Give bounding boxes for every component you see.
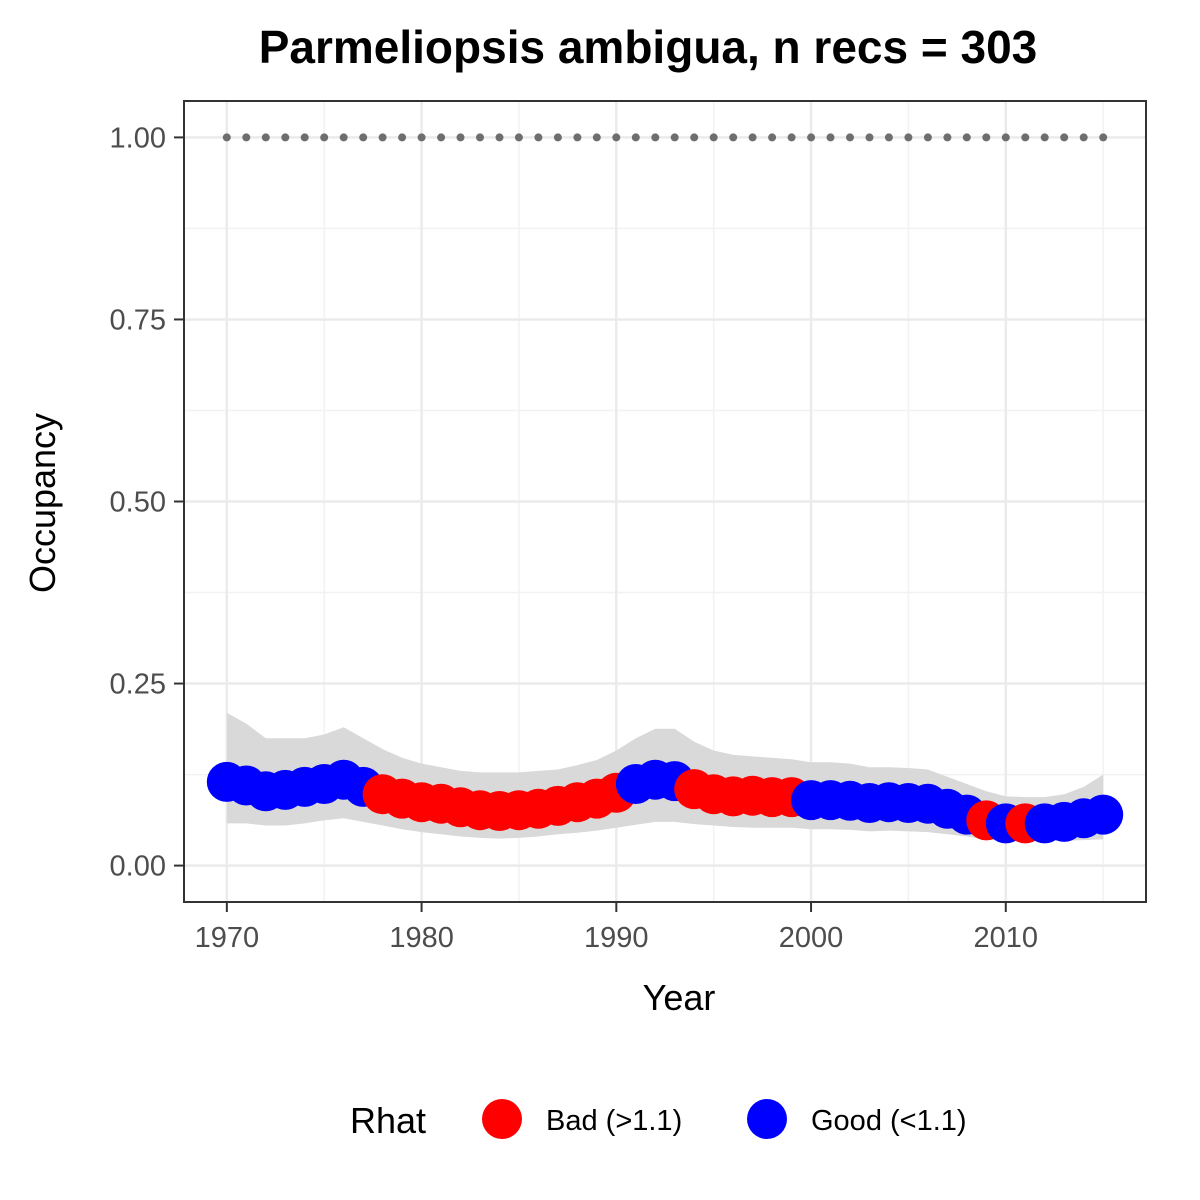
reference-dot bbox=[476, 133, 484, 142]
reference-dot bbox=[807, 133, 816, 142]
y-tick-label: 0.25 bbox=[110, 669, 166, 701]
y-axis-title: Occupancy bbox=[22, 413, 63, 593]
reference-dot bbox=[826, 133, 835, 142]
reference-dot bbox=[1060, 133, 1069, 142]
reference-dot bbox=[281, 133, 290, 142]
legend-key-good bbox=[747, 1099, 787, 1139]
chart-title: Parmeliopsis ambigua, n recs = 303 bbox=[259, 21, 1038, 73]
reference-dot bbox=[222, 133, 231, 142]
reference-dot bbox=[612, 133, 621, 142]
y-tick-label: 1.00 bbox=[110, 122, 166, 154]
x-tick-label: 2000 bbox=[779, 922, 844, 954]
reference-dot bbox=[359, 133, 368, 142]
reference-dot bbox=[437, 133, 446, 142]
reference-dot bbox=[670, 133, 679, 142]
reference-dot bbox=[748, 133, 757, 142]
reference-dot bbox=[651, 133, 660, 142]
x-axis-title: Year bbox=[643, 977, 716, 1018]
reference-dot bbox=[495, 133, 504, 142]
reference-dot bbox=[1079, 133, 1088, 142]
reference-dot bbox=[573, 133, 582, 142]
y-tick-label: 0.50 bbox=[110, 487, 166, 519]
reference-dot bbox=[1001, 133, 1010, 142]
legend-title: Rhat bbox=[350, 1100, 426, 1141]
reference-dot bbox=[261, 133, 270, 142]
x-tick-label: 1970 bbox=[195, 922, 260, 954]
reference-dot bbox=[417, 133, 426, 142]
reference-dot bbox=[962, 133, 971, 142]
reference-dot bbox=[904, 133, 913, 142]
y-axis: 0.00 0.25 0.50 0.75 1.00 bbox=[110, 122, 184, 883]
reference-dot bbox=[1040, 133, 1049, 142]
reference-dot bbox=[339, 133, 348, 142]
reference-dot bbox=[865, 133, 874, 142]
reference-dot bbox=[768, 133, 777, 142]
legend-label-bad: Bad (>1.1) bbox=[546, 1105, 682, 1137]
reference-dot bbox=[456, 133, 465, 142]
reference-line-dots bbox=[222, 133, 1108, 142]
reference-dot bbox=[553, 133, 562, 142]
reference-dot bbox=[943, 133, 952, 142]
x-tick-label: 1980 bbox=[389, 922, 454, 954]
reference-dot bbox=[884, 133, 893, 142]
reference-dot bbox=[1021, 133, 1030, 142]
reference-dot bbox=[398, 133, 407, 142]
x-tick-label: 1990 bbox=[584, 922, 649, 954]
reference-dot bbox=[631, 133, 640, 142]
reference-dot bbox=[300, 133, 309, 142]
occupancy-points bbox=[206, 759, 1124, 844]
reference-dot bbox=[592, 133, 601, 142]
occupancy-point-2015 bbox=[1083, 794, 1124, 835]
reference-dot bbox=[923, 133, 932, 142]
reference-dot bbox=[514, 133, 523, 142]
reference-dot bbox=[320, 133, 329, 142]
x-axis: 1970 1980 1990 2000 2010 bbox=[195, 902, 1038, 954]
reference-dot bbox=[846, 133, 854, 142]
x-tick-label: 2010 bbox=[974, 922, 1039, 954]
reference-dot bbox=[709, 133, 718, 142]
reference-dot bbox=[729, 133, 738, 142]
legend-label-good: Good (<1.1) bbox=[811, 1105, 967, 1137]
reference-dot bbox=[982, 133, 991, 142]
legend-key-bad bbox=[482, 1099, 522, 1139]
y-tick-label: 0.00 bbox=[110, 851, 166, 883]
reference-dot bbox=[242, 133, 251, 142]
legend: Rhat Bad (>1.1) Good (<1.1) bbox=[350, 1099, 967, 1141]
reference-dot bbox=[1099, 133, 1108, 142]
y-tick-label: 0.75 bbox=[110, 304, 166, 336]
reference-dot bbox=[378, 133, 387, 142]
reference-dot bbox=[534, 133, 543, 142]
reference-dot bbox=[787, 133, 796, 142]
reference-dot bbox=[690, 133, 699, 142]
